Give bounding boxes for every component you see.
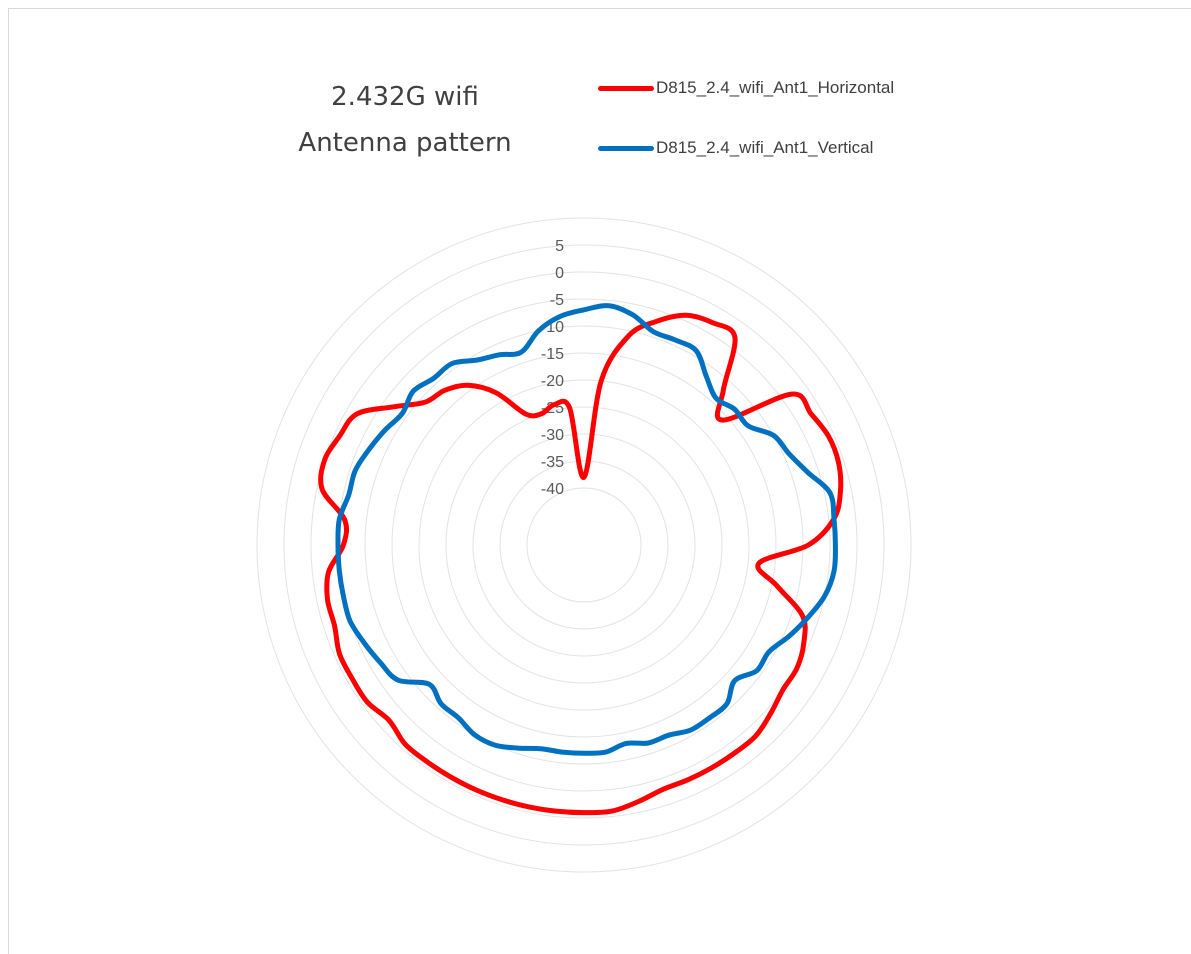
radial-tick-label: -35 [541,454,564,471]
gridline-ring [310,271,858,819]
legend-swatch-horizontal [598,86,654,91]
radial-tick-label: -15 [541,346,564,363]
series-line-horizontal [318,312,844,816]
chart-title-line1: 2.432G wifi [331,82,479,112]
gridline-ring [499,460,669,630]
legend-label-vertical: D815_2.4_wifi_Ant1_Vertical [656,138,874,157]
series-line-vertical [335,303,838,756]
radial-tick-label: 5 [555,238,564,255]
series-lines [318,303,844,816]
gridline-ring [445,406,723,684]
radial-tick-label: -20 [541,373,564,390]
radial-tick-label: -40 [541,481,564,498]
gridline-ring [526,487,642,603]
gridline-ring [337,298,831,792]
gridline-ring [472,433,696,657]
legend-label-horizontal: D815_2.4_wifi_Ant1_Horizontal [656,78,895,97]
legend-swatch-vertical [598,146,654,151]
gridline-ring [391,352,777,738]
chart-title: 2.432G wifi Antenna pattern [255,74,555,166]
radial-tick-labels: 50-5-10-15-20-25-30-35-40 [541,238,564,498]
chart-area [8,8,1191,954]
radial-tick-label: -30 [541,427,564,444]
radial-tick-label: -5 [550,292,564,309]
gridline-ring [364,325,804,765]
gridline-ring [256,217,912,873]
gridline-ring [283,244,885,846]
radial-tick-label: 0 [555,265,564,282]
gridline-ring [418,379,750,711]
chart-title-line2: Antenna pattern [298,128,512,158]
radar-gridlines [256,217,912,873]
